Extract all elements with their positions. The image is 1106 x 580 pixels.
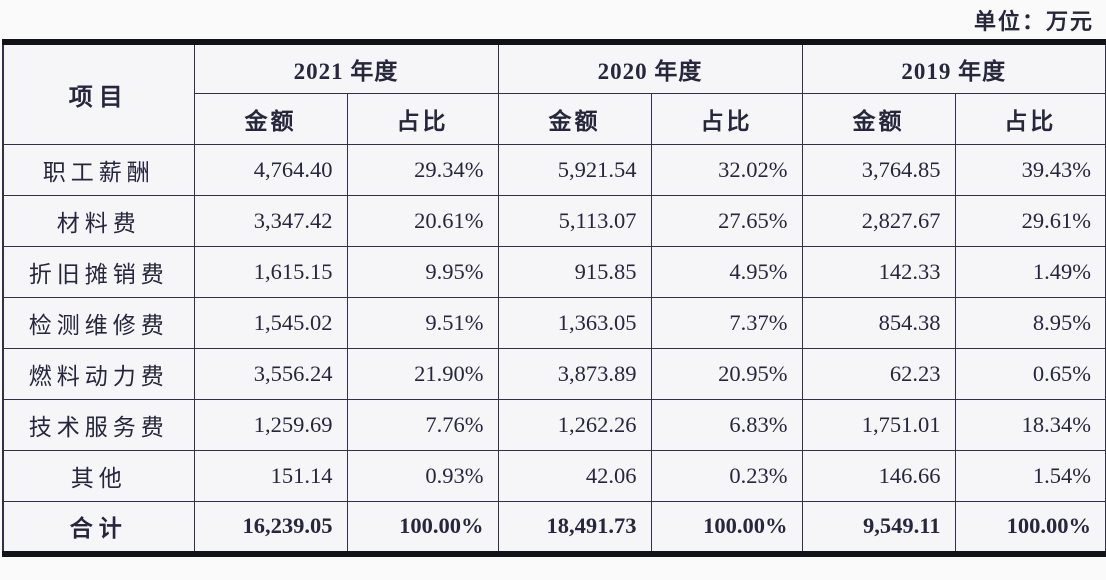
ratio-cell: 39.43% (954, 143, 1106, 196)
amount-cell: 142.33 (801, 245, 956, 298)
cost-breakdown-table: 项目 2021 年度 2020 年度 2019 年度 金额 占比 金额 占比 金… (2, 39, 1106, 557)
ratio-cell: 7.76% (346, 398, 499, 451)
amount-cell: 5,921.54 (497, 143, 652, 196)
ratio-cell: 1.49% (954, 245, 1106, 298)
amount-cell: 1,363.05 (497, 296, 652, 349)
ratio-cell: 32.02% (650, 143, 803, 196)
item-cell: 合计 (2, 500, 195, 555)
ratio-cell: 6.83% (650, 398, 803, 451)
table-row: 材料费 3,347.42 20.61% 5,113.07 27.65% 2,827.67 2… (2, 194, 1106, 247)
item-cell: 其他 (2, 449, 195, 502)
ratio-cell: 4.95% (650, 245, 803, 298)
amount-cell: 2,827.67 (801, 194, 956, 247)
ratio-cell: 9.51% (346, 296, 499, 349)
table-row: 折旧摊销费 1,615.15 9.95% 915.85 4.95% 142.33 1.49% (2, 245, 1106, 298)
amount-cell: 16,239.05 (193, 500, 348, 555)
amount-cell: 5,113.07 (497, 194, 652, 247)
ratio-header-2019: 占比 (954, 92, 1106, 145)
amount-cell: 146.66 (801, 449, 956, 502)
amount-cell: 1,615.15 (193, 245, 348, 298)
ratio-cell: 9.95% (346, 245, 499, 298)
amount-header-2019: 金额 (801, 92, 956, 145)
amount-cell: 854.38 (801, 296, 956, 349)
amount-cell: 1,751.01 (801, 398, 956, 451)
table-row: 职工薪酬 4,764.40 29.34% 5,921.54 32.02% 3,764.85… (2, 143, 1106, 196)
amount-cell: 1,545.02 (193, 296, 348, 349)
ratio-header-2021: 占比 (346, 92, 499, 145)
year-group-2019: 2019 年度 (801, 41, 1106, 94)
ratio-cell: 1.54% (954, 449, 1106, 502)
table-header: 项目 2021 年度 2020 年度 2019 年度 金额 占比 金额 占比 金… (2, 41, 1106, 145)
amount-header-2020: 金额 (497, 92, 652, 145)
item-cell: 检测维修费 (2, 296, 195, 349)
item-cell: 折旧摊销费 (2, 245, 195, 298)
table-row: 其他 151.14 0.93% 42.06 0.23% 146.66 1.54% (2, 449, 1106, 502)
ratio-cell: 8.95% (954, 296, 1106, 349)
ratio-cell: 20.61% (346, 194, 499, 247)
ratio-cell: 20.95% (650, 347, 803, 400)
ratio-cell: 100.00% (650, 500, 803, 555)
unit-label: 单位：万元 (973, 9, 1094, 34)
item-cell: 职工薪酬 (2, 143, 195, 196)
amount-cell: 4,764.40 (193, 143, 348, 196)
amount-cell: 3,764.85 (801, 143, 956, 196)
amount-cell: 915.85 (497, 245, 652, 298)
table-row: 燃料动力费 3,556.24 21.90% 3,873.89 20.95% 62.23 0.… (2, 347, 1106, 400)
amount-cell: 1,259.69 (193, 398, 348, 451)
ratio-cell: 29.61% (954, 194, 1106, 247)
item-cell: 技术服务费 (2, 398, 195, 451)
ratio-cell: 21.90% (346, 347, 499, 400)
header-row-years: 项目 2021 年度 2020 年度 2019 年度 (2, 41, 1106, 145)
ratio-cell: 0.23% (650, 449, 803, 502)
ratio-cell: 18.34% (954, 398, 1106, 451)
table-row: 技术服务费 1,259.69 7.76% 1,262.26 6.83% 1,751.01 1… (2, 398, 1106, 451)
ratio-cell: 0.93% (346, 449, 499, 502)
ratio-cell: 100.00% (954, 500, 1106, 555)
ratio-cell: 27.65% (650, 194, 803, 247)
table-row: 检测维修费 1,545.02 9.51% 1,363.05 7.37% 854.38 8.9… (2, 296, 1106, 349)
amount-cell: 1,262.26 (497, 398, 652, 451)
ratio-cell: 0.65% (954, 347, 1106, 400)
amount-cell: 151.14 (193, 449, 348, 502)
item-cell: 燃料动力费 (2, 347, 195, 400)
amount-cell: 3,347.42 (193, 194, 348, 247)
ratio-cell: 29.34% (346, 143, 499, 196)
ratio-cell: 100.00% (346, 500, 499, 555)
year-group-2020: 2020 年度 (497, 41, 803, 94)
total-row: 合计 16,239.05 100.00% 18,491.73 100.00% 9,549.… (2, 500, 1106, 555)
amount-cell: 42.06 (497, 449, 652, 502)
amount-cell: 3,873.89 (497, 347, 652, 400)
item-cell: 材料费 (2, 194, 195, 247)
ratio-header-2020: 占比 (650, 92, 803, 145)
amount-cell: 3,556.24 (193, 347, 348, 400)
table-body: 职工薪酬 4,764.40 29.34% 5,921.54 32.02% 3,764.85… (2, 143, 1106, 555)
amount-cell: 62.23 (801, 347, 956, 400)
amount-cell: 18,491.73 (497, 500, 652, 555)
amount-header-2021: 金额 (193, 92, 348, 145)
amount-cell: 9,549.11 (801, 500, 956, 555)
ratio-cell: 7.37% (650, 296, 803, 349)
item-column-header: 项目 (2, 41, 195, 145)
year-group-2021: 2021 年度 (193, 41, 499, 94)
